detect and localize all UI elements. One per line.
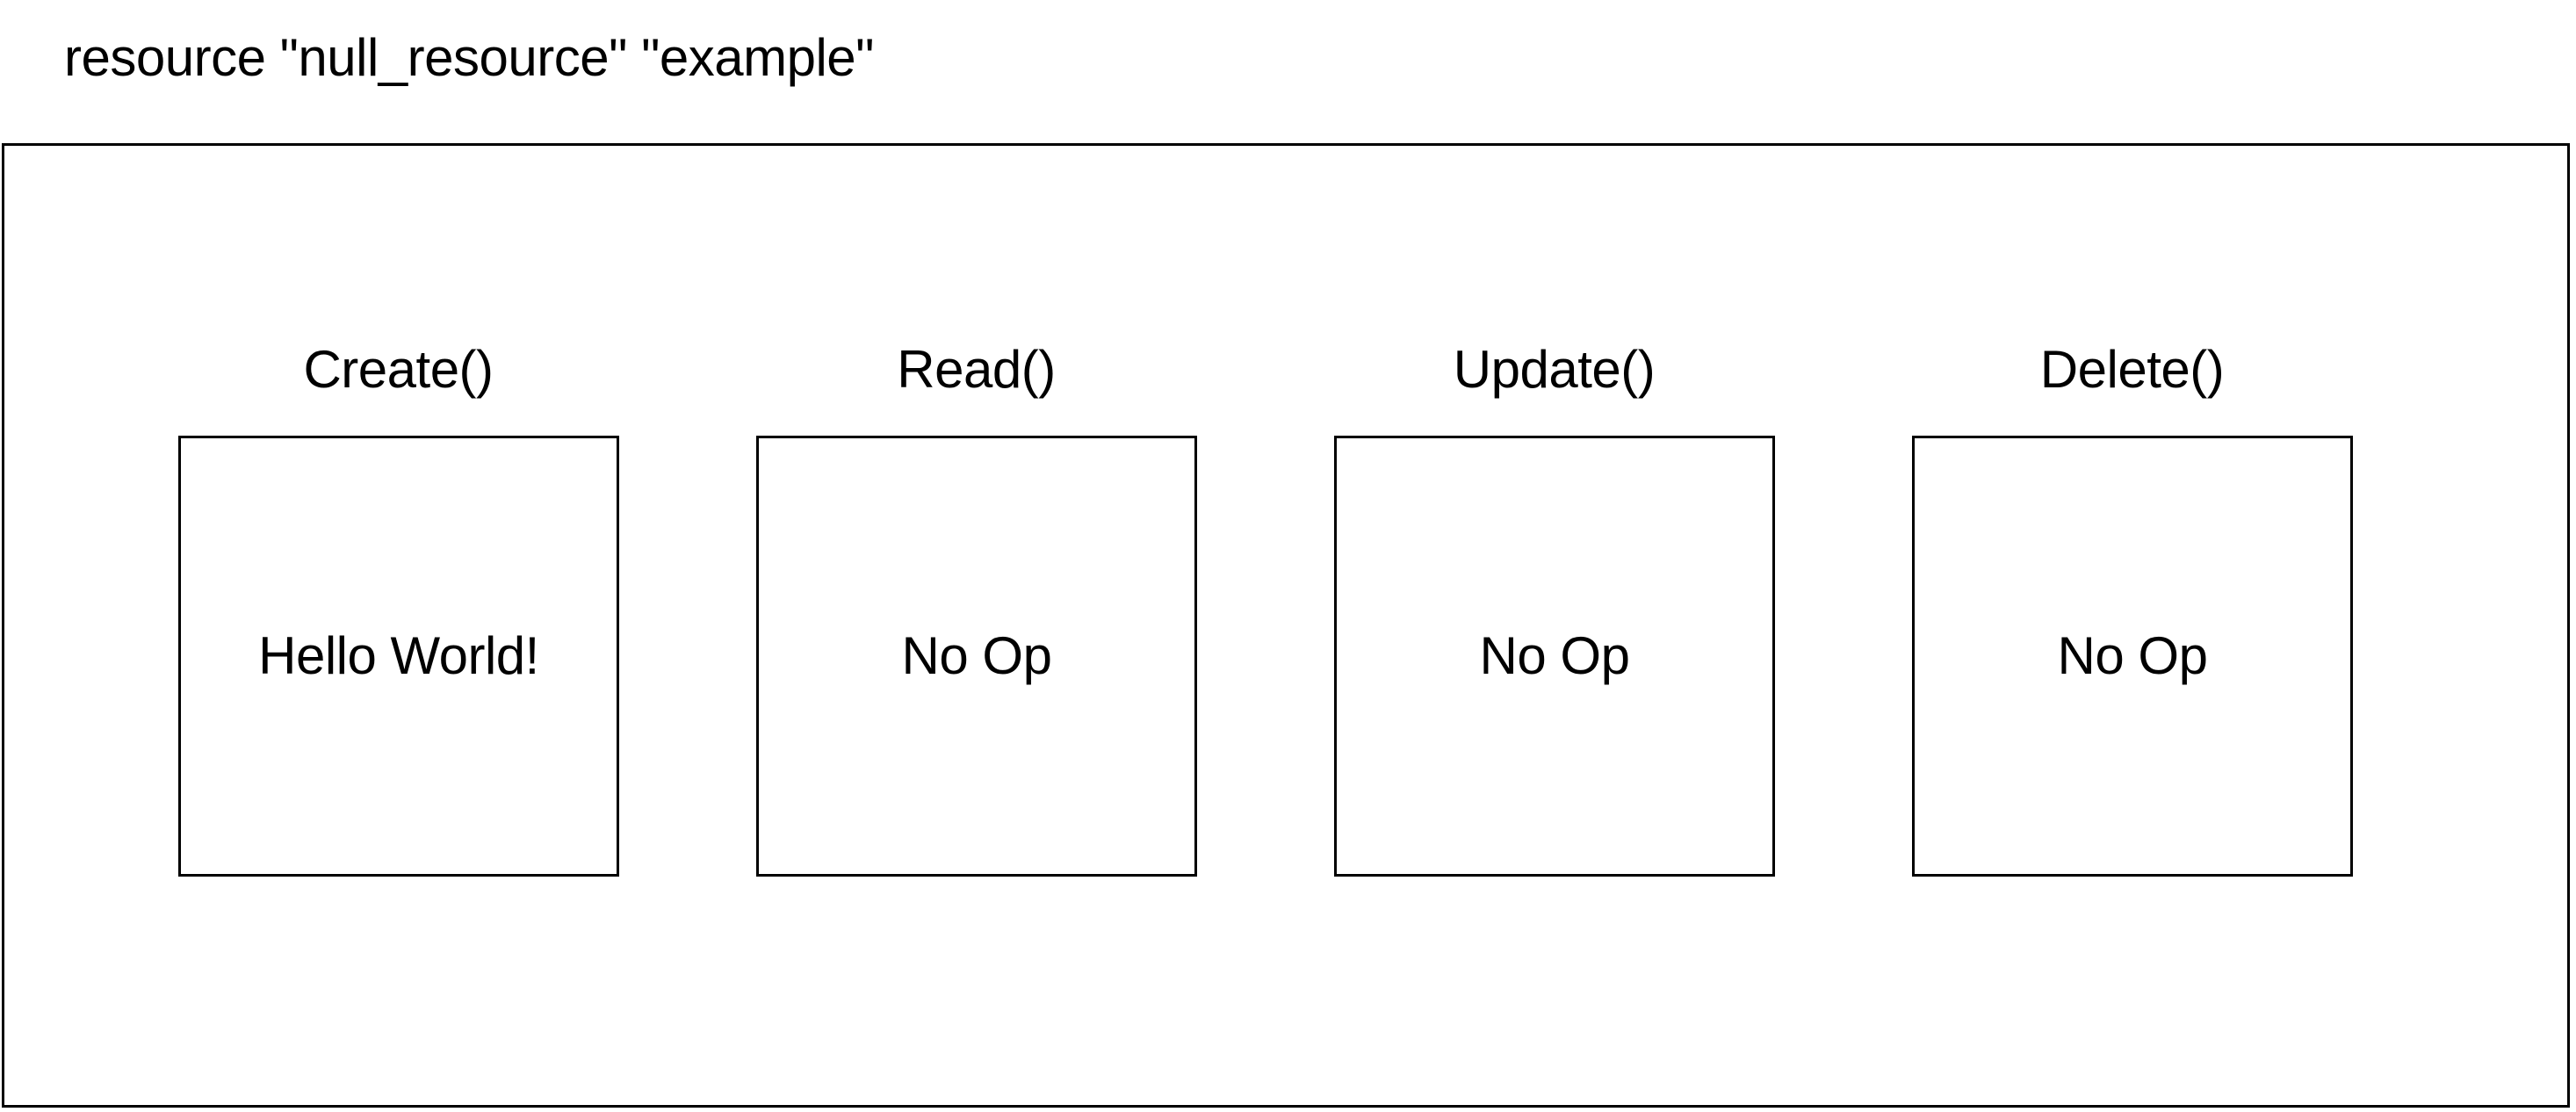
read-box: No Op [756,436,1197,877]
delete-box: No Op [1912,436,2353,877]
update-content: No Op [1479,626,1630,685]
update-box: No Op [1334,436,1775,877]
create-box: Hello World! [178,436,619,877]
read-content: No Op [901,626,1052,685]
read-label: Read() [897,340,1056,399]
delete-label: Delete() [2039,340,2225,399]
delete-content: No Op [2057,626,2208,685]
resource-container [2,143,2570,1108]
resource-title: resource "null_resource" "example" [64,28,874,87]
update-label: Update() [1453,340,1656,399]
create-label: Create() [303,340,494,399]
create-content: Hello World! [258,626,539,685]
